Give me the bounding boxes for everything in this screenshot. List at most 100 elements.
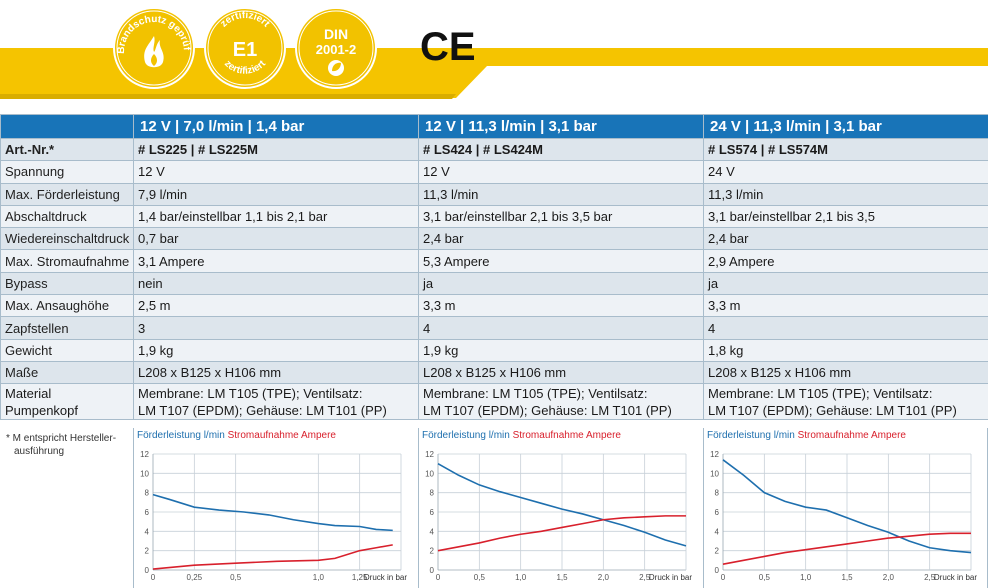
x-tick-label: 0	[436, 573, 441, 582]
table-cell: 7,9 l/min	[133, 182, 419, 206]
table-cell: 1,8 kg	[703, 338, 988, 362]
table-cell: 3,1 Ampere	[133, 249, 419, 273]
x-tick-label: 2,0	[883, 573, 895, 582]
x-tick-label: 1,5	[556, 573, 568, 582]
footnote-line: ausführung	[14, 446, 65, 457]
din-top-text: DIN	[324, 26, 348, 42]
table-cell: 1,9 kg	[418, 338, 704, 362]
row-label: Max. Förderleistung	[0, 182, 134, 206]
y-tick-label: 6	[430, 508, 435, 517]
table-cell: 4	[418, 316, 704, 340]
svg-text:zertifiziert: zertifiziert	[222, 58, 269, 77]
table-row: Gewicht 1,9 kg 1,9 kg 1,8 kg	[0, 338, 988, 362]
table-row: Spannung 12 V 12 V 24 V	[0, 160, 988, 184]
y-tick-label: 6	[715, 508, 720, 517]
table-cell: ja	[418, 271, 704, 296]
table-cell: 3,1 bar/einstellbar 2,1 bis 3,5 bar	[418, 204, 704, 229]
column-divider	[703, 428, 704, 588]
y-tick-label: 8	[715, 489, 720, 498]
x-tick-label: 1,5	[841, 573, 853, 582]
chart-title: Förderleistung l/min Stromaufnahme Amper…	[137, 430, 336, 441]
cell-line: LM T107 (EPDM); Gehäuse: LM T101 (PP)	[138, 402, 387, 418]
table-cell: # LS225 | # LS225M	[133, 137, 419, 162]
y-tick-label: 12	[425, 450, 434, 459]
row-label: Wiedereinschaltdruck	[0, 227, 134, 251]
table-cell: L208 x B125 x H106 mm	[703, 360, 988, 385]
column-divider	[133, 428, 134, 588]
y-tick-label: 12	[710, 450, 719, 459]
spec-table: 12 V | 7,0 l/min | 1,4 bar 12 V | 11,3 l…	[0, 114, 988, 421]
row-label: Abschaltdruck	[0, 204, 134, 229]
row-label: Maße	[0, 360, 134, 385]
legend-current: Stromaufnahme Ampere	[797, 430, 906, 441]
row-label: Zapfstellen	[0, 316, 134, 340]
legend-flow: Förderleistung l/min	[707, 430, 795, 441]
y-tick-label: 2	[430, 547, 435, 556]
table-cell: Membrane: LM T105 (TPE); Ventilsatz: LM T…	[133, 383, 419, 421]
series-line-current	[152, 544, 393, 570]
table-row: Maße L208 x B125 x H106 mm L208 x B125 x H…	[0, 360, 988, 385]
y-tick-label: 12	[140, 450, 149, 459]
table-cell: 2,9 Ampere	[703, 249, 988, 273]
y-tick-label: 0	[430, 566, 435, 575]
table-cell: # LS574 | # LS574M	[703, 137, 988, 162]
legend-flow: Förderleistung l/min	[422, 430, 510, 441]
x-axis-label: Druck in bar	[649, 573, 692, 582]
legend-current: Stromaufnahme Ampere	[512, 430, 621, 441]
table-row: Abschaltdruck 1,4 bar/einstellbar 1,1 bis…	[0, 204, 988, 229]
table-cell: 12 V	[133, 160, 419, 184]
ce-mark-icon: CE	[420, 26, 476, 66]
row-label: Art.-Nr.*	[0, 137, 134, 162]
e1-bottom-text: zertifiziert	[222, 58, 269, 77]
table-cell: 3,3 m	[418, 294, 704, 318]
charts-row: * M entspricht Hersteller- ausführung Fö…	[0, 428, 988, 588]
x-tick-label: 0,5	[474, 573, 486, 582]
table-cell: 3,3 m	[703, 294, 988, 318]
row-label: Max. Stromaufnahme	[0, 249, 134, 273]
y-tick-label: 6	[145, 508, 150, 517]
table-cell: 3,1 bar/einstellbar 2,1 bis 3,5	[703, 204, 988, 229]
table-row-material: Material Pumpenkopf Membrane: LM T105 (TPE…	[0, 383, 988, 421]
table-cell: nein	[133, 271, 419, 296]
column-header: 12 V | 7,0 l/min | 1,4 bar	[133, 114, 419, 139]
column-header: 24 V | 11,3 l/min | 3,1 bar	[703, 114, 988, 139]
y-tick-label: 10	[710, 469, 719, 478]
brandschutz-badge: Brandschutz geprüft	[112, 6, 195, 89]
y-tick-label: 0	[145, 566, 150, 575]
flame-icon	[144, 36, 164, 68]
series-line-flow	[152, 493, 393, 532]
x-axis-label: Druck in bar	[934, 573, 977, 582]
cell-line: LM T107 (EPDM); Gehäuse: LM T101 (PP)	[708, 402, 957, 418]
x-tick-label: 0,5	[230, 573, 242, 582]
table-cell: 2,5 m	[133, 294, 419, 318]
y-tick-label: 8	[145, 489, 150, 498]
legend-flow: Förderleistung l/min	[137, 430, 225, 441]
table-row: Wiedereinschaltdruck 0,7 bar 2,4 bar 2,4 ba…	[0, 227, 988, 251]
row-label-line: Pumpenkopf	[5, 402, 78, 418]
column-header: 12 V | 11,3 l/min | 3,1 bar	[418, 114, 704, 139]
table-cell: 5,3 Ampere	[418, 249, 704, 273]
table-cell: 2,4 bar	[418, 227, 704, 251]
table-row: Max. Stromaufnahme 3,1 Ampere 5,3 Ampere 2,…	[0, 249, 988, 273]
series-line-flow	[722, 459, 972, 554]
table-row: Max. Förderleistung 7,9 l/min 11,3 l/min 11…	[0, 182, 988, 206]
table-header-blank	[0, 114, 134, 139]
table-row: Zapfstellen 3 4 4	[0, 316, 988, 340]
series-line-current	[437, 515, 686, 552]
e1-main-text: E1	[233, 39, 257, 61]
x-tick-label: 1,0	[800, 573, 812, 582]
row-label: Spannung	[0, 160, 134, 184]
legend-current: Stromaufnahme Ampere	[227, 430, 336, 441]
row-label-line: Material	[5, 385, 52, 401]
x-tick-label: 1,0	[313, 573, 325, 582]
x-tick-label: 0,25	[187, 573, 203, 582]
row-label: Material Pumpenkopf	[0, 383, 134, 421]
table-cell: 24 V	[703, 160, 988, 184]
x-axis-label: Druck in bar	[364, 573, 407, 582]
cell-line: Membrane: LM T105 (TPE); Ventilsatz:	[708, 385, 933, 401]
x-tick-label: 0,5	[759, 573, 771, 582]
y-tick-label: 2	[715, 547, 720, 556]
footnote-line: * M entspricht Hersteller-	[6, 433, 117, 444]
